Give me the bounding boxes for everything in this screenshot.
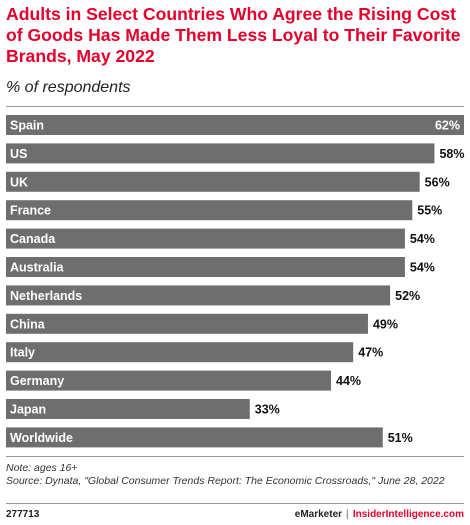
bar-us: [6, 143, 435, 164]
value-label: 56%: [425, 175, 450, 189]
chart-notes: Note: ages 16+ Source: Dynata, "Global C…: [6, 462, 462, 488]
category-label: France: [10, 204, 51, 218]
notes-divider: [6, 456, 464, 457]
bar-netherlands: [6, 285, 391, 306]
bar-canada: [6, 228, 405, 249]
brand-insider-intelligence: InsiderIntelligence.com: [352, 509, 464, 520]
bar-china: [6, 313, 368, 334]
bar-australia: [6, 257, 405, 277]
bar-uk: [6, 171, 420, 192]
chart-id: 277713: [6, 509, 40, 520]
value-label: 54%: [410, 261, 435, 275]
value-label: 52%: [395, 289, 420, 303]
bar-italy: [6, 342, 354, 363]
brand-separator: |: [346, 509, 349, 520]
chart-title: Adults in Select Countries Who Agree the…: [6, 4, 461, 66]
category-label: Germany: [10, 374, 64, 388]
value-label: 58%: [439, 147, 464, 161]
category-label: US: [10, 147, 27, 161]
category-label: Japan: [10, 403, 46, 417]
category-label: Italy: [10, 346, 35, 360]
footer-divider: [6, 503, 464, 504]
header-divider: [6, 106, 464, 107]
source-text: Source: Dynata, "Global Consumer Trends …: [6, 475, 445, 487]
category-label: Spain: [10, 119, 44, 133]
category-label: UK: [10, 175, 28, 189]
value-label: 49%: [373, 317, 398, 331]
bar-chart: Spain 62% US 58% UK 56% France 55% Canada 54% Aust…: [6, 115, 464, 448]
category-label: Netherlands: [10, 289, 82, 303]
value-label: 47%: [358, 346, 383, 360]
brand-emarketer: eMarketer: [294, 509, 343, 520]
chart-subtitle: % of respondents: [6, 79, 131, 96]
value-label: 44%: [336, 374, 361, 388]
note-text: Note: ages 16+: [6, 462, 78, 474]
category-label: Worldwide: [10, 431, 73, 445]
category-label: China: [10, 317, 46, 331]
bar-japan: [6, 399, 250, 419]
bar-worldwide: [6, 427, 383, 448]
bar-france: [6, 200, 413, 221]
bar-spain: [6, 115, 464, 135]
category-label: Australia: [10, 261, 65, 275]
bar-germany: [6, 370, 332, 391]
value-label: 33%: [255, 403, 280, 417]
category-label: Canada: [10, 232, 56, 246]
value-label: 54%: [410, 232, 435, 246]
footer-brand: eMarketer | InsiderIntelligence.com: [295, 509, 464, 520]
value-label: 51%: [388, 431, 413, 445]
value-label: 62%: [435, 119, 460, 133]
value-label: 55%: [417, 204, 442, 218]
